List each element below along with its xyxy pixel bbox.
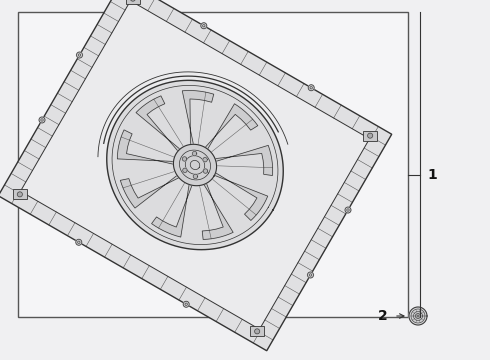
Polygon shape	[0, 0, 392, 351]
Polygon shape	[173, 144, 217, 186]
Text: 1: 1	[427, 168, 437, 182]
Polygon shape	[363, 131, 377, 141]
Polygon shape	[107, 80, 283, 249]
Polygon shape	[203, 157, 207, 162]
Circle shape	[76, 52, 82, 58]
Polygon shape	[205, 104, 258, 149]
Bar	[18, 12, 408, 317]
Polygon shape	[136, 96, 180, 151]
Circle shape	[76, 239, 82, 245]
Circle shape	[17, 192, 23, 197]
Polygon shape	[203, 169, 208, 173]
Circle shape	[201, 23, 207, 29]
Polygon shape	[250, 327, 264, 336]
Polygon shape	[182, 90, 214, 144]
Polygon shape	[117, 130, 173, 164]
Circle shape	[39, 117, 45, 123]
Circle shape	[345, 207, 351, 213]
Polygon shape	[202, 183, 233, 239]
Polygon shape	[215, 173, 268, 220]
Polygon shape	[183, 168, 187, 172]
Circle shape	[308, 85, 314, 91]
Polygon shape	[121, 175, 179, 208]
Polygon shape	[215, 145, 272, 176]
Polygon shape	[13, 189, 27, 199]
Circle shape	[130, 0, 135, 1]
Circle shape	[308, 272, 314, 278]
Circle shape	[368, 133, 373, 138]
Polygon shape	[193, 174, 197, 179]
Circle shape	[255, 329, 260, 334]
Circle shape	[183, 301, 189, 307]
Polygon shape	[151, 184, 192, 237]
Polygon shape	[193, 152, 197, 156]
Polygon shape	[126, 0, 140, 4]
Polygon shape	[21, 1, 369, 329]
Text: 2: 2	[378, 309, 388, 323]
Polygon shape	[182, 157, 187, 161]
Polygon shape	[409, 307, 427, 325]
